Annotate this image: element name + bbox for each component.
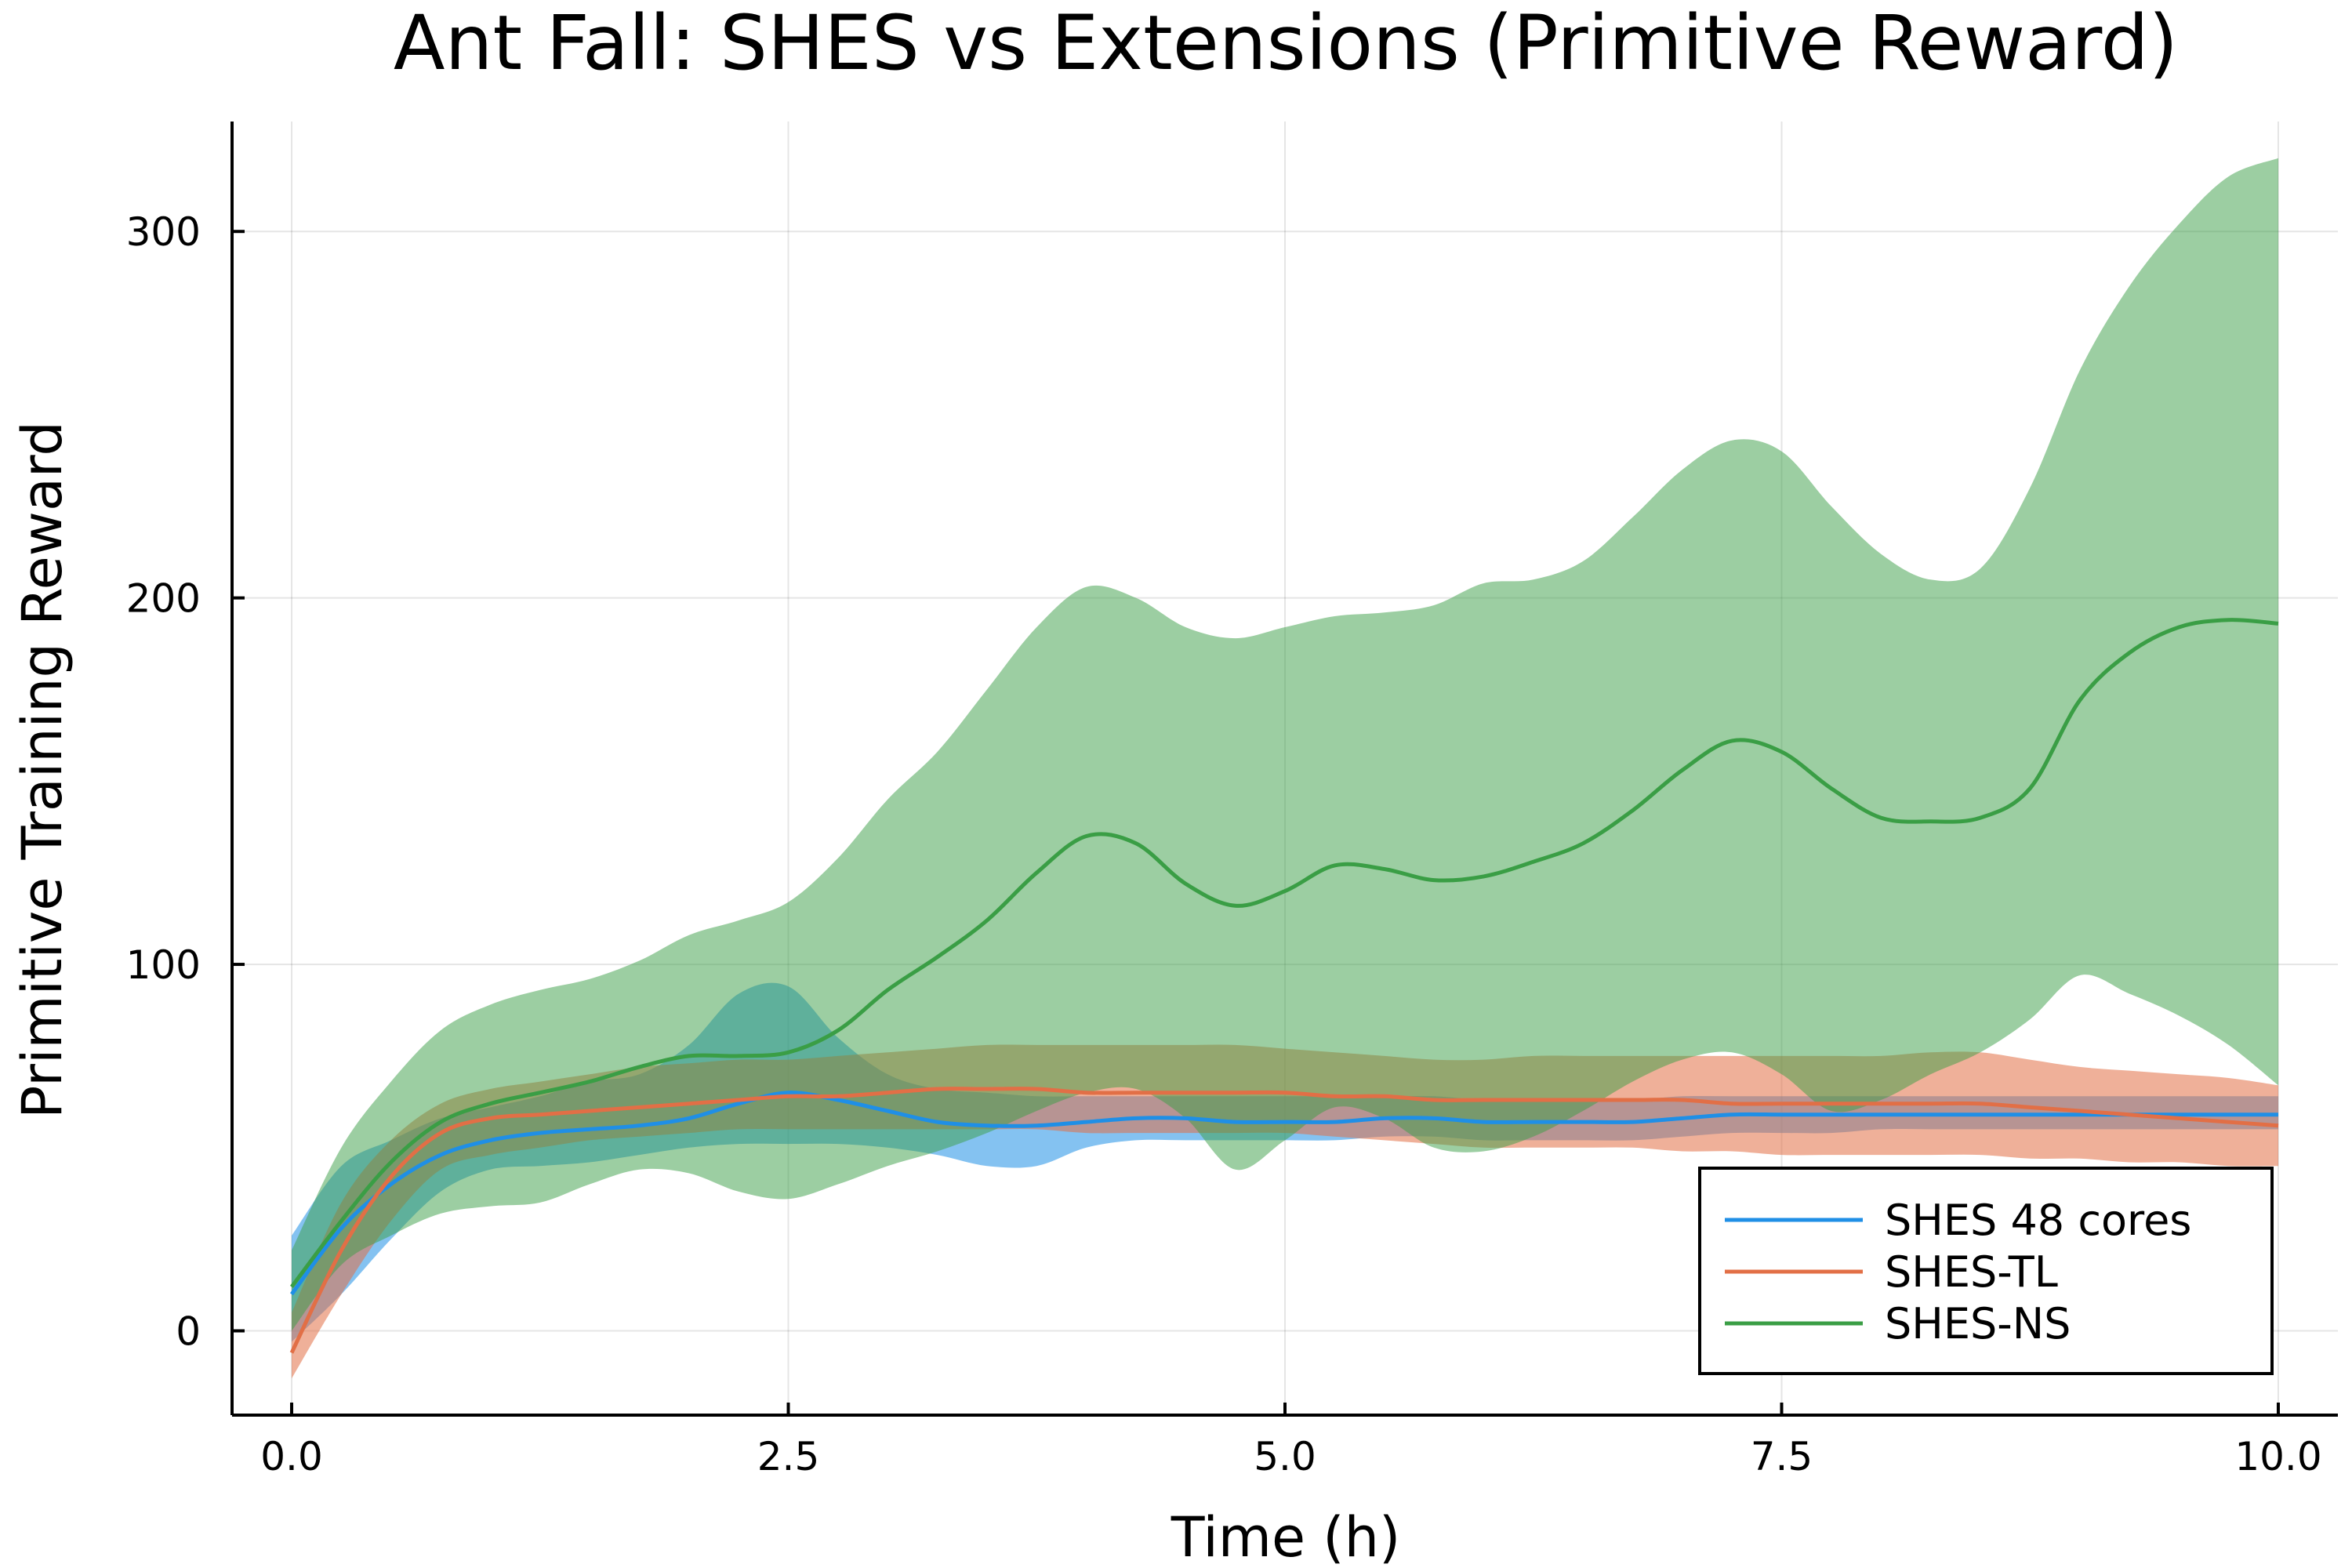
x-axis-ticks: 0.0 2.5 5.0 7.5 10.0 [260,1403,2322,1479]
series-lines [289,618,2279,1354]
y-tick-label: 100 [126,942,201,988]
x-axis-label: Time (h) [1171,1505,1401,1568]
series-line-1 [289,1087,2279,1354]
legend-entry-1: SHES-TL [1885,1247,2058,1297]
x-tick-label: 0.0 [260,1434,323,1479]
x-tick-label: 7.5 [1751,1434,1813,1479]
y-axis-label: Primitive Training Reward [10,421,74,1119]
y-tick-label: 0 [176,1308,201,1354]
legend-entry-0: SHES 48 cores [1885,1196,2191,1245]
x-tick-label: 10.0 [2234,1434,2321,1479]
y-tick-label: 300 [126,209,201,255]
legend-entry-2: SHES-NS [1885,1299,2071,1348]
x-tick-label: 2.5 [757,1434,820,1479]
chart-title: Ant Fall: SHES vs Extensions (Primitive … [394,0,2178,87]
x-tick-label: 5.0 [1254,1434,1316,1479]
series-line-0 [290,1091,2278,1296]
series-band-2 [292,158,2278,1331]
series-bands [292,158,2278,1379]
y-axis-ticks: 0 100 200 300 [126,209,245,1354]
y-tick-label: 200 [126,576,201,622]
series-line-2 [290,618,2279,1288]
